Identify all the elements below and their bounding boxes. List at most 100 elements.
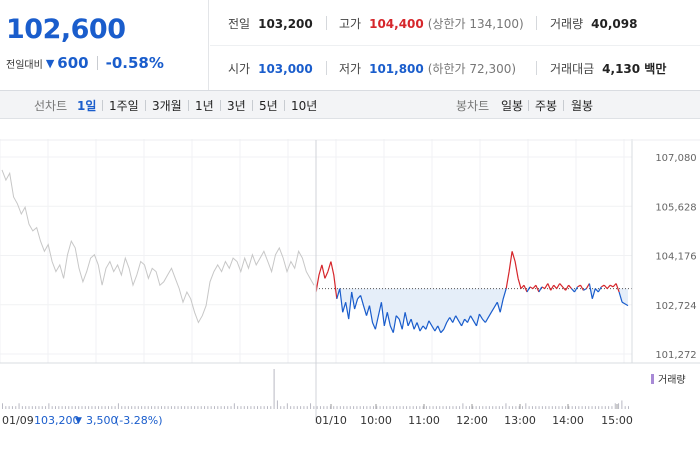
volume-bar (416, 406, 418, 409)
volume-bar (584, 406, 586, 409)
volume-bar (482, 406, 484, 409)
change-row: 전일대비 ▼ 600 -0.58% (6, 54, 164, 72)
volume-legend-swatch (651, 374, 654, 384)
volume-bar (382, 406, 384, 409)
volume-bar (200, 406, 202, 409)
volume-bar (204, 406, 206, 409)
stat-value: 40,098 (591, 16, 638, 31)
volume-bar (101, 406, 103, 409)
volume-bar (452, 406, 454, 409)
volume-bar (346, 406, 348, 409)
volume-bar (2, 403, 3, 409)
price-block: 102,600 전일대비 ▼ 600 -0.58% (0, 0, 209, 90)
volume-bar (263, 406, 265, 409)
prev-day-change-pct: (-3.28%) (115, 414, 163, 427)
stat-label: 거래량 (550, 17, 584, 31)
volume-bar (442, 406, 444, 409)
volume-bar (35, 406, 37, 409)
axis-layer: 107,080 105,628 104,176 102,724 101,272 01/10… (0, 139, 700, 427)
tab-3y[interactable]: 3년 (227, 99, 246, 113)
tab-weekly-candle[interactable]: 주봉 (535, 99, 558, 113)
volume-bar (61, 406, 63, 409)
volume-bar (253, 406, 255, 409)
tab-1w[interactable]: 1주일 (109, 99, 139, 113)
volume-bar (187, 406, 189, 409)
volume-bar (197, 406, 199, 409)
volume-bar (131, 406, 133, 409)
tab-10y[interactable]: 10년 (291, 99, 318, 113)
volume-bar (336, 406, 338, 409)
volume-bar (107, 406, 109, 409)
divider (210, 45, 700, 46)
change-label: 전일대비 (6, 59, 43, 71)
volume-bar (412, 406, 414, 409)
down-triangle-icon: ▼ (75, 416, 82, 426)
volume-bar (409, 406, 411, 409)
volume-bar (217, 406, 219, 409)
volume-bar (38, 406, 40, 409)
volume-bar (329, 406, 331, 409)
volume-bar (406, 406, 408, 409)
divider (96, 56, 98, 70)
volume-bar (604, 406, 606, 409)
stat-value: 104,400 (369, 16, 424, 31)
volume-bar (439, 406, 441, 409)
divider (145, 100, 146, 111)
volume-bar (435, 406, 437, 409)
volume-bar (260, 406, 262, 409)
volume-bar (432, 406, 434, 409)
volume-bar (104, 406, 106, 409)
volume-bar (445, 406, 447, 409)
volume-bar (124, 406, 126, 409)
volume-bar (366, 406, 368, 409)
volume-bar (565, 406, 567, 409)
volume-bar (240, 406, 242, 409)
stat-value: 103,200 (258, 16, 313, 31)
volume-bar (247, 406, 249, 409)
volume-bar (522, 406, 524, 409)
stat-volume: 거래량 40,098 (550, 15, 637, 32)
volume-bar (98, 406, 100, 409)
y-tick-label: 102,724 (655, 301, 696, 312)
volume-bar (581, 406, 583, 409)
tab-1y[interactable]: 1년 (195, 99, 214, 113)
tab-5y[interactable]: 5년 (259, 99, 278, 113)
tab-monthly-candle[interactable]: 월봉 (571, 99, 594, 113)
volume-bar (465, 406, 467, 409)
volume-bar (111, 406, 113, 409)
volume-bar (81, 406, 83, 409)
volume-bar (220, 406, 222, 409)
volume-bar (508, 406, 510, 409)
stat-value: 101,800 (369, 61, 424, 76)
tab-3m[interactable]: 3개월 (152, 99, 182, 113)
divider (188, 100, 189, 111)
divider (326, 16, 327, 30)
volume-bar (250, 406, 252, 409)
volume-bar (286, 403, 288, 409)
volume-bar (558, 406, 560, 409)
volume-bar (478, 406, 480, 409)
volume-bar (594, 406, 596, 409)
period-tab-bar: 선차트 1일 1주일 3개월 1년 3년 5년 10년 봉차트 일봉 주봉 월봉 (0, 91, 700, 119)
volume-bar (528, 406, 530, 409)
tab-1d[interactable]: 1일 (77, 99, 97, 113)
volume-bar (134, 406, 136, 409)
x-tick-label: 13:00 (504, 414, 536, 427)
tab-daily-candle[interactable]: 일봉 (501, 99, 524, 113)
divider (536, 16, 537, 30)
volume-bar (48, 403, 50, 409)
volume-bar (323, 406, 325, 409)
volume-bar (392, 406, 394, 409)
stat-value: 103,000 (258, 61, 313, 76)
volume-bar (94, 406, 96, 409)
stat-value: 4,130 백만 (602, 62, 667, 76)
volume-bar (319, 406, 321, 409)
volume-bar (614, 403, 616, 409)
volume-bar (349, 406, 351, 409)
volume-bar (359, 406, 361, 409)
volume-bar (303, 406, 305, 409)
volume-bar (194, 406, 196, 409)
volume-bar (551, 406, 553, 409)
stat-amount: 거래대금 4,130 백만 (550, 60, 666, 77)
volume-bar (68, 406, 70, 409)
